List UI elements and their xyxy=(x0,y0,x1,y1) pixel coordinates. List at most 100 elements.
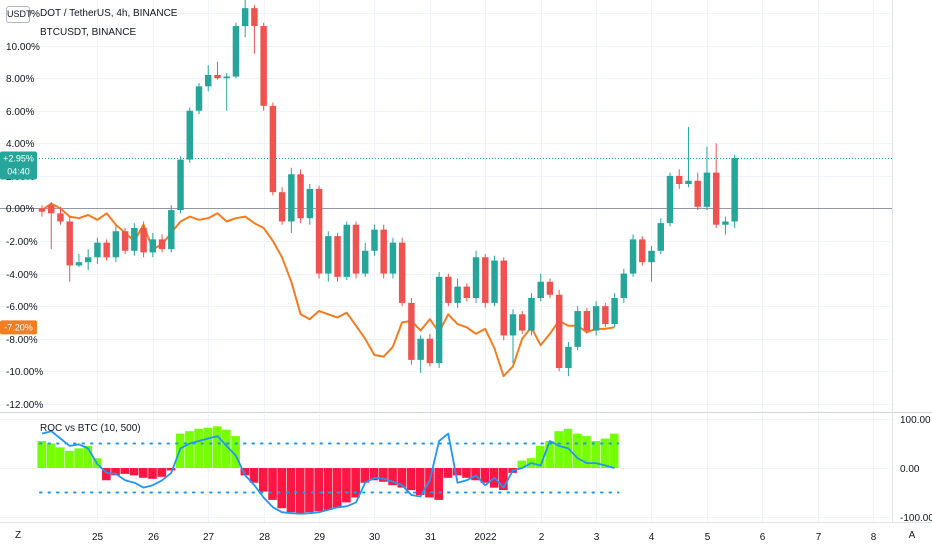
candle-body xyxy=(583,311,591,331)
roc-line xyxy=(41,430,615,515)
auto-scale-icon[interactable]: A xyxy=(909,530,916,541)
candle-body xyxy=(223,76,230,79)
candle-body xyxy=(131,227,138,251)
candle-body xyxy=(325,236,332,274)
time-tick-label: 30 xyxy=(369,532,381,543)
histogram-bar xyxy=(397,468,407,488)
candle-body xyxy=(648,250,655,263)
histogram-bar xyxy=(129,468,139,476)
histogram-bar xyxy=(65,450,74,468)
candle-body xyxy=(48,205,55,214)
candle-body xyxy=(352,224,360,274)
histogram-bar xyxy=(406,468,416,491)
candle-body xyxy=(528,298,535,331)
price-tick-label: -2.00% xyxy=(6,237,38,248)
candle-body xyxy=(574,311,581,347)
time-tick-label: 31 xyxy=(425,532,437,543)
price-tick-label: 8.00% xyxy=(6,74,34,85)
time-scale-labels: 25 26 27 28 29 30 31 2022 2 3 4 5 6 7 8 xyxy=(92,532,877,543)
candle-body xyxy=(177,159,184,211)
histogram-bar xyxy=(102,468,111,481)
histogram-bar xyxy=(120,468,130,474)
candle-body xyxy=(555,294,563,369)
candle-body xyxy=(712,172,720,225)
candle-body xyxy=(112,231,120,258)
candle-body xyxy=(278,192,286,222)
histogram-bar xyxy=(185,431,194,468)
time-tick-label: 4 xyxy=(649,532,655,543)
candle-body xyxy=(297,174,304,219)
candle-body xyxy=(94,242,101,258)
histogram-bar xyxy=(572,433,582,468)
histogram-bar xyxy=(83,445,93,468)
histogram-bar xyxy=(434,468,444,500)
main-title: DOT / TetherUS, 4h, BINANCE xyxy=(40,8,178,19)
histogram-bar xyxy=(517,460,527,468)
candle-body xyxy=(629,239,637,274)
histogram-bar xyxy=(148,468,157,479)
time-tick-label: 5 xyxy=(705,532,711,543)
price-tick-label: -4.00% xyxy=(6,270,38,281)
price-badge-countdown: 04:40 xyxy=(7,167,30,177)
time-tick-label: 29 xyxy=(314,532,326,543)
histogram-bar xyxy=(591,441,601,468)
time-axis[interactable] xyxy=(0,522,932,550)
candle-body xyxy=(435,276,443,364)
histogram-bar xyxy=(37,441,47,468)
indicator-tick-label: -100.00 xyxy=(900,513,932,524)
main-pane[interactable] xyxy=(0,0,892,412)
candle-body xyxy=(482,257,489,303)
histogram-bar xyxy=(295,468,305,514)
histogram-bar xyxy=(249,468,259,483)
price-badge: +2.95% 04:40 xyxy=(0,151,37,180)
histogram-bar xyxy=(388,468,397,486)
compare-badge-pct: -7.20% xyxy=(4,322,33,332)
candle-body xyxy=(565,346,572,369)
time-tick-label: 3 xyxy=(594,532,600,543)
histogram-bar xyxy=(222,429,231,468)
histogram-bar xyxy=(203,427,213,468)
histogram-bar xyxy=(138,468,148,478)
candle-body xyxy=(241,8,249,27)
candle-body xyxy=(417,338,424,360)
candle-body xyxy=(657,223,664,251)
candle-body xyxy=(251,8,258,27)
candle-body xyxy=(546,281,554,295)
histogram-bar xyxy=(268,468,277,500)
histogram-bar xyxy=(471,468,480,481)
candle-body xyxy=(66,221,73,266)
indicator-scale-labels: 100.00 0.00 -100.00 xyxy=(900,415,932,524)
candle-body xyxy=(722,221,729,225)
candle-body xyxy=(260,26,267,106)
candle-body xyxy=(75,262,83,266)
candle-body xyxy=(703,172,711,207)
candle-body xyxy=(371,229,378,251)
auto-zoom-icon[interactable]: Z xyxy=(15,530,21,541)
candle-body xyxy=(232,26,240,77)
price-tick-label: 6.00% xyxy=(6,107,34,118)
indicator-tick-label: 100.00 xyxy=(900,415,931,426)
histogram-bar xyxy=(286,468,296,513)
candle-body xyxy=(168,210,175,250)
histogram-bar xyxy=(74,448,83,468)
compare-badge: -7.20% xyxy=(0,320,37,335)
histogram-bar xyxy=(379,468,388,482)
candle-body xyxy=(685,180,692,185)
candle-body xyxy=(140,227,147,253)
price-tick-label: -10.00% xyxy=(6,367,43,378)
histogram-bar xyxy=(452,468,462,476)
histogram-bar xyxy=(55,447,65,468)
indicator-tick-label: 0.00 xyxy=(900,464,920,475)
histogram-bar xyxy=(443,468,453,478)
time-tick-label: 6 xyxy=(760,532,766,543)
candle-body xyxy=(694,180,701,207)
candle-body xyxy=(454,286,461,303)
time-tick-label: 27 xyxy=(203,532,215,543)
histogram-bar xyxy=(462,468,471,478)
candle-body xyxy=(186,110,193,160)
price-tick-label: 0.00% xyxy=(6,204,34,215)
time-tick-label: 25 xyxy=(92,532,104,543)
candle-body xyxy=(38,208,46,212)
currency-button[interactable]: USDT xyxy=(6,6,32,23)
